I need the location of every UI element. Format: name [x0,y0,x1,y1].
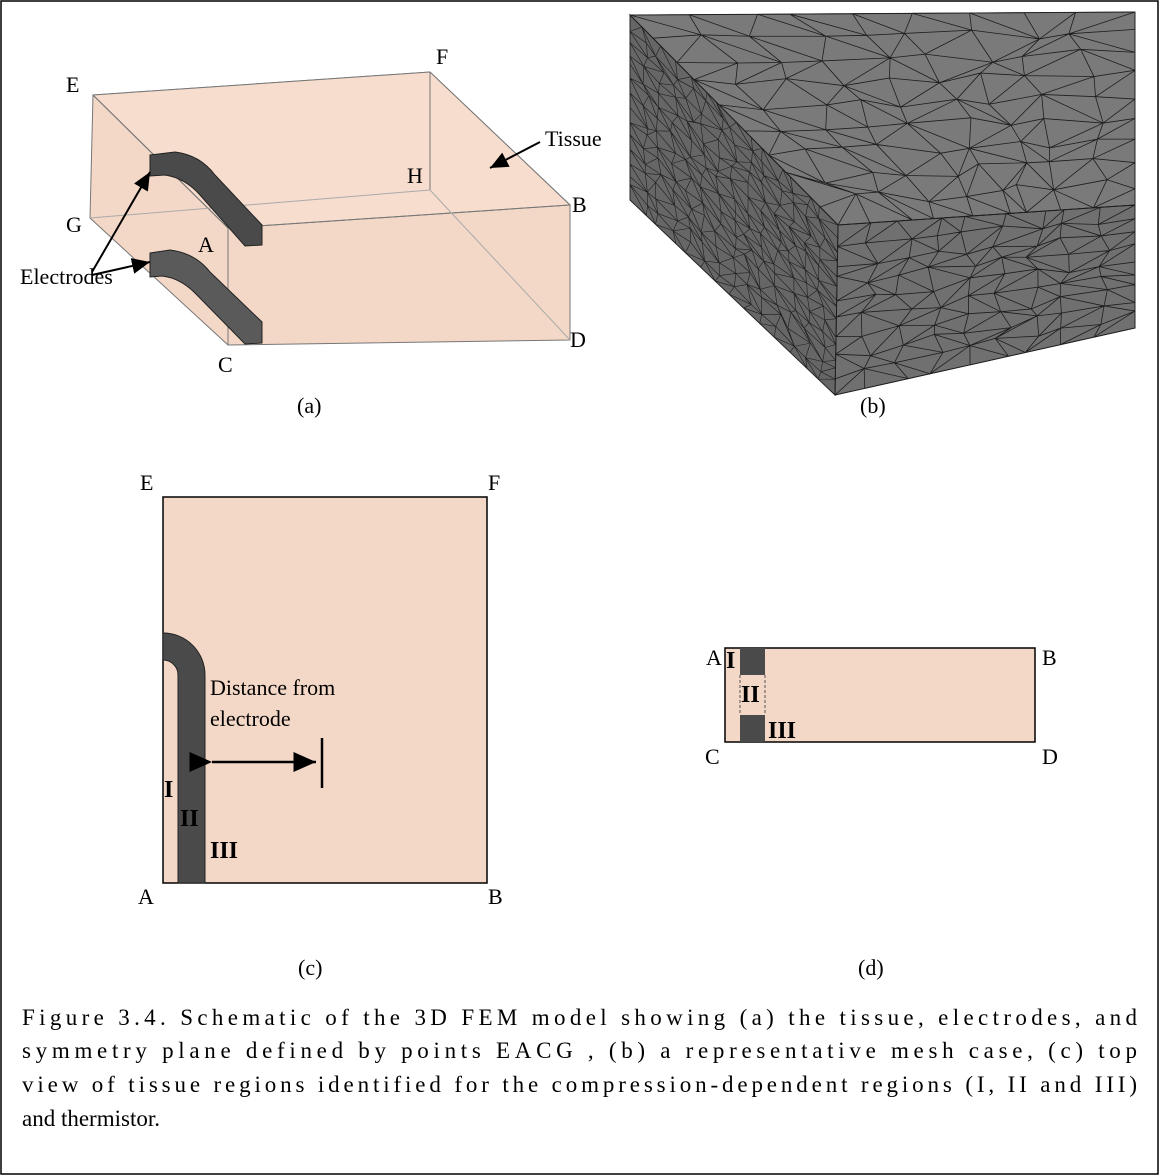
region-label: II [741,682,760,708]
region-label: I [726,648,735,674]
caption-line: Figure 3.4. Schematic of the 3D FEM mode… [22,1005,1138,1030]
point-label: F [436,44,448,69]
point-label: E [66,72,79,97]
figure: E F H G A B C D Tissue Electrodes (a) (b… [0,0,1159,1175]
point-label: A [138,884,154,909]
region-label: I [164,777,173,803]
annotation: electrode [210,706,291,731]
region-label: III [768,718,796,744]
point-label: A [198,232,214,257]
point-label: B [1042,645,1057,670]
caption-line: symmetry plane defined by points EACG , … [22,1038,1137,1063]
panel-label: (a) [297,393,321,418]
point-label: G [66,212,82,237]
panel-label: (b) [860,393,886,418]
annotation: Tissue [545,126,602,151]
panel-label: (d) [858,955,884,980]
caption-line: and thermistor. [22,1106,160,1131]
point-label: F [488,470,500,495]
point-label: B [488,884,503,909]
point-label: D [1042,744,1058,769]
point-label: H [407,163,423,188]
region-label: II [180,806,199,832]
point-label: A [706,645,722,670]
region-label: III [210,838,238,864]
annotation: Distance from [210,675,335,700]
annotation: Electrodes [20,264,113,289]
point-label: C [705,744,720,769]
point-label: C [218,352,233,377]
panel-label: (c) [298,955,322,980]
point-label: E [140,470,153,495]
point-label: B [572,192,587,217]
point-label: D [570,327,586,352]
